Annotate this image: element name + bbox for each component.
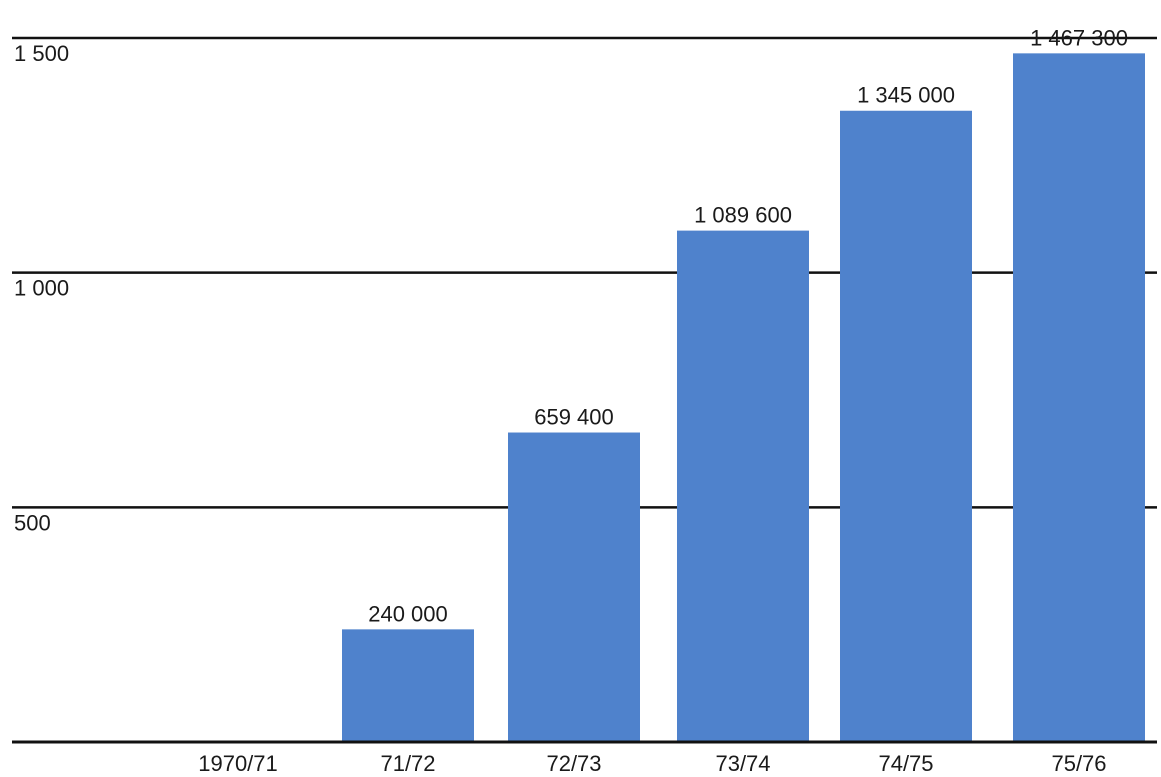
x-tick-label: 1970/71 bbox=[198, 751, 278, 776]
y-tick-label: 1 500 bbox=[14, 41, 69, 66]
x-tick-labels: 1970/71 71/72 72/73 73/74 74/75 75/76 bbox=[198, 751, 1106, 776]
x-tick-label: 73/74 bbox=[715, 751, 770, 776]
data-label: 659 400 bbox=[534, 405, 614, 430]
data-label: 1 467 300 bbox=[1030, 25, 1128, 50]
bar bbox=[840, 110, 972, 743]
y-tick-label: 1 000 bbox=[14, 276, 69, 301]
bar bbox=[508, 432, 640, 742]
bars bbox=[342, 53, 1145, 743]
y-tick-labels: 500 1 000 1 500 bbox=[14, 41, 69, 535]
y-tick-label: 500 bbox=[14, 510, 51, 535]
data-label: 1 089 600 bbox=[694, 203, 792, 228]
data-labels: 240 000 659 400 1 089 600 1 345 000 1 467 30… bbox=[368, 25, 1128, 626]
x-tick-label: 75/76 bbox=[1051, 751, 1106, 776]
bar bbox=[677, 230, 809, 743]
bar bbox=[1013, 53, 1145, 743]
data-label: 1 345 000 bbox=[857, 83, 955, 108]
x-tick-label: 74/75 bbox=[878, 751, 933, 776]
data-label: 240 000 bbox=[368, 601, 448, 626]
x-tick-label: 71/72 bbox=[380, 751, 435, 776]
x-tick-label: 72/73 bbox=[546, 751, 601, 776]
bar bbox=[342, 629, 474, 742]
